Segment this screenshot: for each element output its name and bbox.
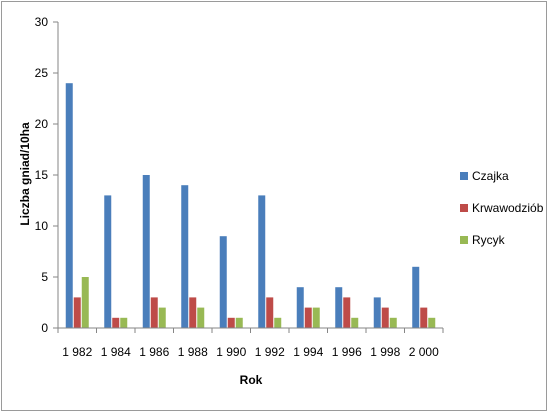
x-axis-ticks: 1 982 1 984 1 986 1 988 1 990 1 992 1 994 1 996… <box>57 328 444 359</box>
bar-krwawodzi-b-5 <box>266 297 274 328</box>
bar-czajka-3 <box>181 185 189 328</box>
legend-label: Czajka <box>472 169 509 183</box>
legend-swatch <box>460 236 468 244</box>
bar-czajka-9 <box>412 266 420 328</box>
x-tick-label: 1 992 <box>255 345 285 359</box>
bar-rycyk-7 <box>351 317 359 328</box>
bar-czajka-1 <box>104 195 112 328</box>
x-tick-label: 1 984 <box>101 345 131 359</box>
bar-rycyk-3 <box>197 307 205 328</box>
bar-krwawodzi-b-8 <box>381 307 389 328</box>
legend-swatch <box>460 204 468 212</box>
bar-czajka-7 <box>335 287 343 328</box>
legend-swatch <box>460 172 468 180</box>
x-tick-label: 1 996 <box>332 345 362 359</box>
y-tick-label: 30 <box>35 15 49 29</box>
bar-rycyk-9 <box>428 317 436 328</box>
x-tick-label: 1 994 <box>293 345 323 359</box>
bar-czajka-5 <box>258 195 266 328</box>
bar-czajka-4 <box>219 236 227 328</box>
bar-krwawodzi-b-3 <box>189 297 197 328</box>
bar-krwawodzi-b-2 <box>150 297 158 328</box>
bar-czajka-6 <box>296 287 304 328</box>
y-tick-label: 0 <box>41 321 48 335</box>
bar-krwawodzi-b-0 <box>73 297 81 328</box>
x-tick-label: 1 988 <box>178 345 208 359</box>
bar-czajka-8 <box>373 297 381 328</box>
bar-krwawodzi-b-7 <box>343 297 351 328</box>
legend-label: Rycyk <box>472 233 506 247</box>
y-tick-label: 5 <box>41 270 48 284</box>
x-tick-label: 1 982 <box>62 345 92 359</box>
bar-rycyk-4 <box>235 317 243 328</box>
x-tick-label: 1 986 <box>139 345 169 359</box>
x-tick-label: 2 000 <box>409 345 439 359</box>
y-tick-label: 15 <box>35 168 49 182</box>
bar-rycyk-8 <box>389 317 397 328</box>
y-tick-label: 10 <box>35 219 49 233</box>
bar-krwawodzi-b-9 <box>420 307 428 328</box>
y-axis-title: Liczba gniad/10ha <box>18 122 32 226</box>
bar-krwawodzi-b-4 <box>227 317 235 328</box>
y-axis-ticks: 0 5 10 15 20 25 30 <box>35 15 58 335</box>
y-tick-label: 25 <box>35 66 49 80</box>
bar-czajka-0 <box>65 83 73 328</box>
bar-rycyk-0 <box>81 277 89 328</box>
legend: Czajka Krwawodziób Rycyk <box>460 169 544 247</box>
bar-krwawodzi-b-6 <box>304 307 312 328</box>
y-tick-label: 20 <box>35 117 49 131</box>
x-tick-label: 1 998 <box>370 345 400 359</box>
bar-rycyk-5 <box>274 317 282 328</box>
bar-rycyk-6 <box>312 307 320 328</box>
legend-label: Krwawodziób <box>472 201 544 215</box>
bars <box>65 83 436 328</box>
bar-krwawodzi-b-1 <box>112 317 120 328</box>
bar-rycyk-1 <box>120 317 128 328</box>
x-axis-title: Rok <box>240 373 263 387</box>
x-tick-label: 1 990 <box>216 345 246 359</box>
bar-czajka-2 <box>142 175 150 328</box>
bar-rycyk-2 <box>158 307 166 328</box>
